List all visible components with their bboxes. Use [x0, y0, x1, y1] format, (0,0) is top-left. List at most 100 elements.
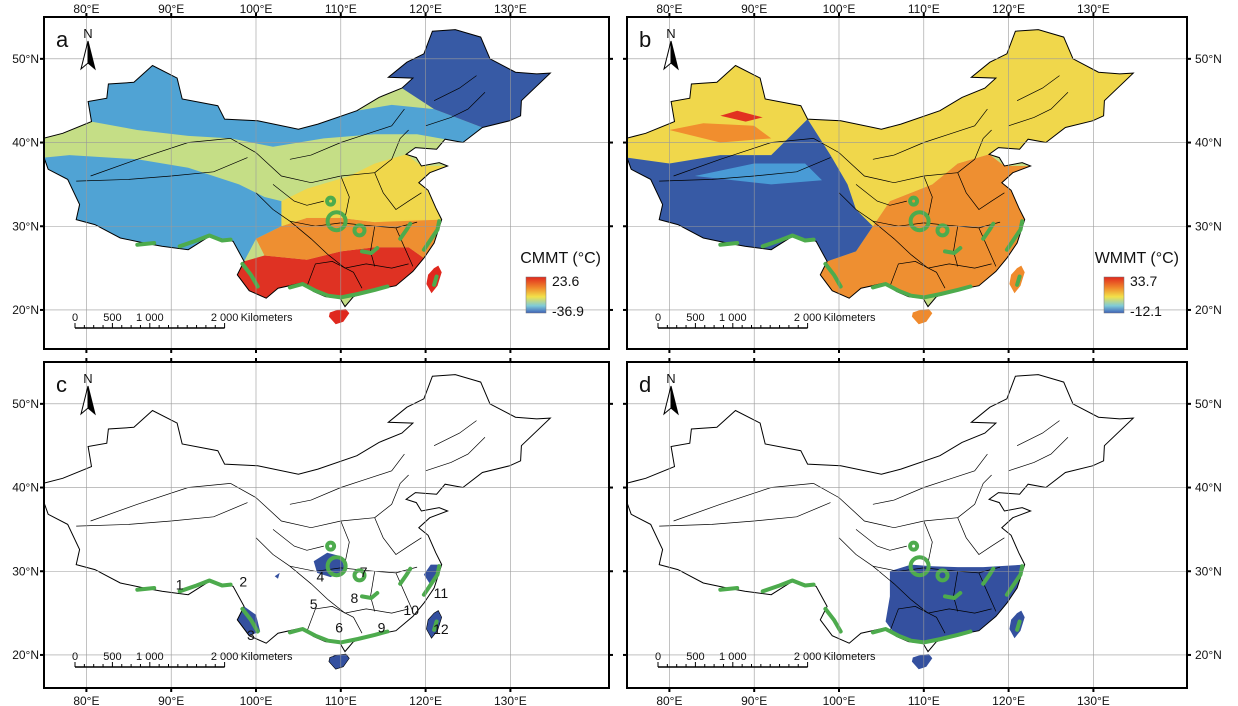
suitable-area	[885, 564, 1025, 644]
species-distribution-line	[421, 219, 442, 252]
province-boundary	[923, 520, 933, 563]
north-arrow-right	[87, 40, 96, 71]
species-distribution-line	[398, 221, 413, 241]
species-distribution-ring	[325, 540, 337, 552]
province-boundary	[1016, 420, 1060, 447]
temperature-zone	[627, 119, 873, 262]
lon-tick-label: 100°E	[823, 694, 856, 706]
species-distribution-line	[823, 261, 843, 289]
province-boundary	[289, 108, 405, 160]
province-boundary	[425, 92, 486, 127]
region-number-label: 5	[310, 596, 318, 612]
species-distribution-ring	[325, 195, 337, 207]
lat-tick-label: 20°N	[1195, 303, 1222, 317]
lon-tick-label: 90°E	[158, 2, 184, 16]
scale-bar-label: 2 000	[794, 651, 822, 663]
lon-tick-label: 120°E	[992, 2, 1025, 16]
lon-tick-label: 120°E	[992, 694, 1025, 706]
species-distribution-line	[240, 606, 260, 634]
species-distribution-line	[135, 241, 157, 247]
province-boundary	[923, 175, 933, 218]
region-number-label: 10	[403, 602, 419, 618]
province-boundary	[289, 453, 405, 505]
panel-letter: c	[56, 372, 67, 397]
lon-tick-label: 130°E	[494, 2, 527, 16]
species-distribution-line	[398, 566, 413, 586]
species-distribution-ring	[908, 210, 931, 233]
scale-bar-label: 1 000	[136, 312, 164, 324]
species-distribution-ring	[352, 223, 367, 238]
species-distribution-ring	[935, 223, 950, 238]
scale-bar: 0 500 1 000 2 000 Kilometers	[72, 651, 293, 668]
temperature-raster	[44, 29, 551, 299]
lon-tick-label: 80°E	[73, 2, 99, 16]
province-boundary	[673, 483, 814, 522]
lon-tick-label: 80°E	[656, 694, 682, 706]
north-arrow-icon: N	[80, 26, 96, 71]
lon-tick-label: 80°E	[656, 2, 682, 16]
species-distribution-line	[870, 282, 973, 300]
species-distribution-line	[981, 221, 996, 241]
north-label: N	[666, 26, 675, 41]
species-distribution-line	[1004, 564, 1025, 597]
province-boundary	[855, 184, 907, 206]
species-distribution-line	[360, 246, 380, 255]
lat-tick-label: 30°N	[12, 219, 39, 233]
scale-bar-unit: Kilometers	[241, 312, 293, 324]
panel-frame	[626, 16, 1188, 350]
lat-tick-label: 50°N	[1195, 52, 1222, 66]
scale-bar-label: 0	[655, 312, 661, 324]
lon-tick-label: 110°E	[325, 694, 357, 706]
temperature-zone	[88, 65, 483, 147]
province-boundary	[872, 453, 988, 505]
province-boundary	[340, 175, 350, 218]
hainan-island	[911, 654, 933, 670]
species-distribution-line	[177, 233, 233, 249]
region-number-label: 12	[433, 621, 449, 637]
region-number-label: 4	[317, 568, 325, 584]
lon-tick-label: 90°E	[741, 2, 767, 16]
panel-letter: b	[639, 27, 651, 52]
lat-tick-label: 30°N	[1195, 564, 1222, 578]
species-distribution-ring	[908, 540, 920, 552]
lat-tick-label: 30°N	[12, 564, 39, 578]
species-distribution-line	[760, 233, 816, 249]
scale-bar: 0 500 1 000 2 000 Kilometers	[655, 312, 876, 329]
national-boundary	[44, 29, 552, 308]
species-distribution-line	[718, 241, 740, 247]
species-distribution-ring	[352, 568, 367, 583]
hainan-island	[328, 653, 350, 670]
lon-tick-label: 80°E	[73, 694, 99, 706]
scale-bar-unit: Kilometers	[824, 312, 876, 324]
map-area	[627, 17, 1187, 349]
map-panel-a: 80°E 90°E 100°E 110°E 120°E 130°E 20°N 30°N 40°N…	[12, 2, 613, 353]
lon-tick-label: 130°E	[1077, 2, 1110, 16]
temperature-zone	[720, 110, 763, 122]
region-number-label: 2	[239, 573, 247, 589]
province-boundary	[433, 420, 477, 447]
province-boundary	[889, 606, 946, 634]
species-distribution-line	[943, 246, 963, 255]
scale-bar-label: 500	[686, 312, 704, 324]
lon-tick-label: 110°E	[908, 694, 940, 706]
map-area	[44, 362, 609, 688]
scale-bar-label: 500	[103, 651, 121, 663]
north-label: N	[83, 371, 92, 386]
scale-bar-label: 1 000	[719, 651, 747, 663]
map-panel-b: 80°E 90°E 100°E 110°E 120°E 130°E 20°N 30°N 40°N…	[623, 2, 1222, 353]
scale-bar: 0 500 1 000 2 000 Kilometers	[72, 312, 293, 329]
legend-color-ramp	[1103, 276, 1125, 314]
map-panel-d: 80°E 90°E 100°E 110°E 120°E 130°E 20°N 30°N 40°N…	[623, 358, 1222, 706]
province-boundary	[272, 184, 324, 206]
province-boundary	[1008, 437, 1069, 472]
province-boundary	[327, 254, 409, 269]
panel-frame	[43, 16, 610, 350]
region-number-label: 11	[434, 585, 449, 601]
province-boundary	[425, 437, 486, 472]
province-boundary	[1016, 75, 1060, 102]
legend-max: 23.6	[552, 273, 579, 289]
lat-tick-label: 50°N	[12, 52, 39, 66]
province-boundary	[1008, 92, 1069, 127]
region-number-label: 6	[335, 619, 343, 635]
